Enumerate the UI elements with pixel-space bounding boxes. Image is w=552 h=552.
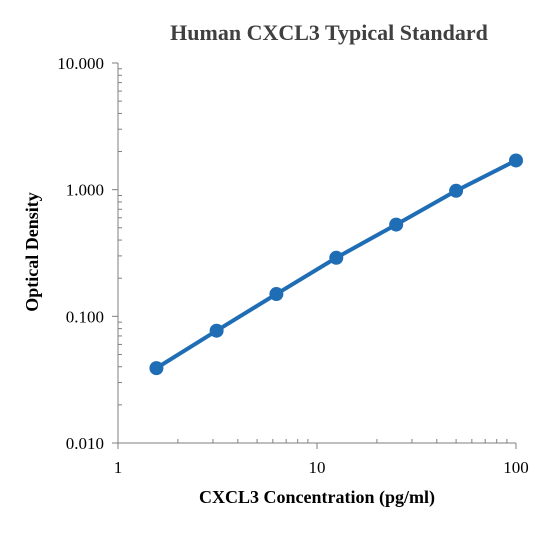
data-point [149,361,164,376]
data-point [209,323,224,338]
x-ticks: 1 10 100 [114,439,529,477]
x-tick-label: 1 [114,458,123,477]
data-point [269,287,284,302]
y-tick-label: 1.000 [66,181,104,200]
y-axis-label: Optical Density [22,192,42,312]
chart-title: Human CXCL3 Typical Standard [170,20,488,45]
data-point [329,250,344,265]
data-point [509,153,523,168]
y-tick-label: 0.100 [66,307,104,326]
x-tick-label: 100 [503,458,529,477]
y-tick-label: 0.010 [66,434,104,453]
series-group [149,153,523,376]
y-ticks: 10.000 1.000 0.100 0.010 [57,54,122,453]
y-tick-label: 10.000 [57,54,104,73]
data-point [449,183,464,198]
data-point [389,217,404,232]
x-tick-label: 10 [309,458,326,477]
x-axis-label: CXCL3 Concentration (pg/ml) [199,487,435,508]
